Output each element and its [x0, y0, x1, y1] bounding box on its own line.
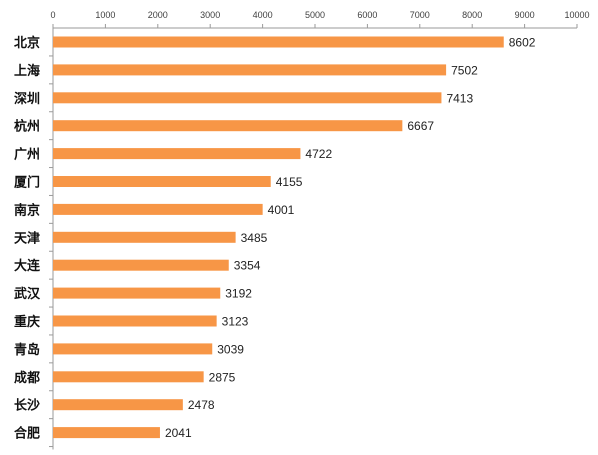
bar: [53, 315, 217, 327]
value-label: 3354: [234, 259, 261, 273]
value-label: 3192: [225, 287, 252, 301]
value-label: 3039: [217, 342, 244, 356]
bar: [53, 231, 236, 243]
x-tick-label: 7000: [410, 10, 430, 20]
category-label: 北京: [14, 35, 40, 51]
value-label: 2041: [165, 426, 192, 440]
x-tick-label: 10000: [564, 10, 589, 20]
value-label: 2478: [188, 398, 215, 412]
category-label: 大连: [14, 258, 41, 274]
bar: [53, 427, 160, 439]
bar: [53, 399, 183, 411]
value-label: 4001: [268, 203, 295, 217]
bar: [53, 176, 271, 187]
x-tick-label: 6000: [357, 10, 377, 20]
value-label: 7413: [446, 91, 473, 105]
bar: [53, 287, 221, 299]
x-tick-label: 3000: [200, 10, 220, 20]
category-label: 武汉: [14, 286, 41, 302]
bar: [53, 36, 504, 48]
x-tick-label: 4000: [253, 10, 273, 20]
value-label: 7502: [451, 63, 478, 77]
category-label: 合肥: [14, 426, 40, 442]
x-tick-label: 9000: [515, 10, 535, 20]
bar: [53, 120, 403, 132]
bar: [53, 203, 263, 215]
category-label: 深圳: [14, 91, 40, 107]
bar: [53, 64, 447, 76]
bar: [53, 92, 442, 104]
value-label: 3485: [241, 231, 268, 245]
x-tick-label: 8000: [462, 10, 482, 20]
value-label: 4722: [305, 147, 332, 161]
x-tick-label: 0: [50, 10, 55, 20]
category-label: 天津: [14, 230, 40, 246]
category-label: 成都: [14, 370, 40, 386]
category-label: 青岛: [14, 342, 40, 358]
bar: [53, 259, 229, 271]
value-label: 8602: [509, 36, 536, 50]
category-label: 上海: [14, 63, 40, 79]
bar: [53, 343, 213, 355]
value-label: 2875: [209, 370, 236, 384]
value-label: 6667: [407, 119, 434, 133]
x-tick-label: 1000: [95, 10, 115, 20]
category-label: 广州: [14, 147, 40, 163]
value-label: 4155: [276, 175, 303, 189]
category-label: 厦门: [14, 175, 40, 191]
value-label: 3123: [222, 315, 249, 329]
category-label: 长沙: [14, 398, 40, 414]
bar: [53, 148, 301, 160]
x-tick-label: 2000: [148, 10, 168, 20]
category-label: 南京: [14, 202, 40, 218]
bar: [53, 371, 204, 383]
x-tick-label: 5000: [305, 10, 325, 20]
category-label: 杭州: [14, 119, 40, 135]
category-label: 重庆: [14, 314, 40, 330]
